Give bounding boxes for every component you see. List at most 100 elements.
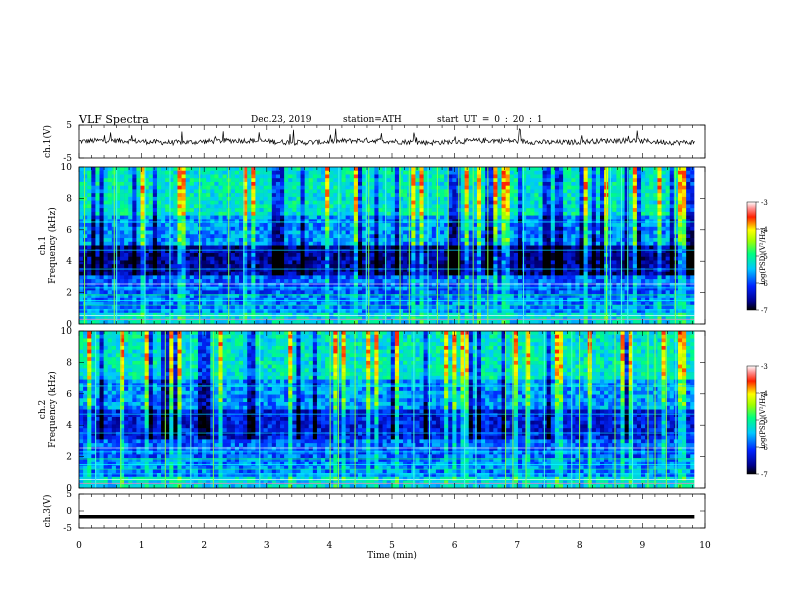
spec-cell: [210, 196, 215, 201]
spec-cell: [103, 211, 109, 216]
spec-cell: [95, 170, 100, 175]
spec-cell: [193, 167, 199, 172]
spec-cell: [452, 170, 457, 175]
spec-cell: [148, 256, 154, 261]
spec-cell: [464, 286, 470, 291]
spec-cell: [472, 252, 478, 258]
spec-cell: [300, 200, 305, 205]
spec-cell: [398, 230, 404, 235]
spec-cell: [435, 211, 441, 216]
spec-cell: [472, 260, 478, 265]
spec-cell: [468, 267, 474, 272]
spec-cell: [120, 178, 125, 183]
spec-cell: [247, 178, 252, 183]
spec-cell: [550, 226, 556, 231]
spec-cell: [390, 204, 396, 209]
spec-cell: [682, 245, 687, 250]
spec-cell: [103, 260, 109, 265]
spec-cell: [251, 181, 256, 186]
spec-cell: [636, 252, 642, 258]
spec-cell: [222, 286, 227, 291]
spec-cell: [304, 252, 310, 258]
spec-cell: [304, 178, 310, 183]
spec-cell: [177, 178, 182, 183]
spec-cell: [296, 252, 301, 258]
spec-cell: [554, 189, 560, 194]
spec-cell: [632, 174, 638, 179]
spec-cell: [600, 238, 605, 243]
spec-cell: [345, 249, 351, 254]
spec-cell: [91, 170, 96, 175]
spec-cell: [374, 193, 379, 198]
spec-cell: [156, 181, 162, 186]
spec-cell: [292, 174, 297, 179]
spec-cell: [534, 245, 539, 250]
spec-cell: [415, 286, 420, 291]
spec-cell: [530, 226, 535, 231]
spec-cell: [234, 271, 240, 276]
spec-cell: [247, 226, 252, 231]
spec-cell: [83, 234, 88, 239]
spec-cell: [120, 279, 125, 284]
spec-cell: [616, 200, 621, 205]
spec-cell: [435, 181, 441, 186]
spec-cell: [124, 249, 129, 254]
spec-cell: [431, 208, 437, 213]
spec-cell: [448, 264, 453, 269]
spec-cell: [595, 245, 601, 250]
spec-cell: [460, 238, 465, 243]
spec-cell: [234, 241, 240, 246]
spec-cell: [288, 275, 293, 280]
spec-cell: [300, 196, 305, 201]
spec-cell: [136, 181, 141, 186]
spec-cell: [304, 286, 310, 291]
spec-cell: [423, 215, 428, 220]
spec-cell: [534, 208, 539, 213]
spec-cell: [140, 252, 145, 258]
spec-cell: [682, 279, 687, 284]
spec-cell: [263, 185, 269, 190]
spec-cell: [452, 208, 457, 213]
spec-cell: [316, 286, 322, 291]
spec-cell: [321, 249, 326, 254]
spec-cell: [505, 196, 511, 201]
spec-cell: [641, 256, 646, 261]
spec-cell: [169, 252, 174, 258]
spec-cell: [682, 267, 687, 272]
spec-cell: [546, 234, 552, 239]
spec-cell: [316, 219, 322, 224]
spec-cell: [296, 181, 301, 186]
spec-cell: [173, 279, 178, 284]
spec-cell: [189, 241, 195, 246]
spec-cell: [390, 275, 396, 280]
spec-cell: [673, 279, 679, 284]
spec-cell: [165, 275, 170, 280]
spec-cell: [333, 208, 338, 213]
spec-cell: [181, 252, 186, 258]
spec-cell: [653, 208, 658, 213]
spec-cell: [435, 219, 441, 224]
spec-cell: [665, 245, 671, 250]
spec-cell: [255, 286, 260, 291]
spec-cell: [312, 249, 318, 254]
spec-cell: [316, 196, 322, 201]
spec-cell: [120, 181, 125, 186]
spec-cell: [267, 200, 273, 205]
spec-cell: [628, 260, 634, 265]
spec-cell: [275, 223, 281, 228]
spec-cell: [95, 256, 100, 261]
spec-cell: [636, 260, 642, 265]
spec-cell: [497, 185, 502, 190]
spec-cell: [645, 181, 650, 186]
spec-cell: [452, 219, 457, 224]
spec-cell: [612, 211, 617, 216]
spec-cell: [661, 267, 666, 272]
spec-cell: [115, 189, 121, 194]
spec-cell: [156, 200, 162, 205]
spec-cell: [591, 223, 597, 228]
spec-cell: [337, 189, 342, 194]
spec-cell: [243, 181, 248, 186]
spec-cell: [575, 252, 580, 258]
spec-cell: [280, 200, 285, 205]
spec-cell: [374, 271, 379, 276]
